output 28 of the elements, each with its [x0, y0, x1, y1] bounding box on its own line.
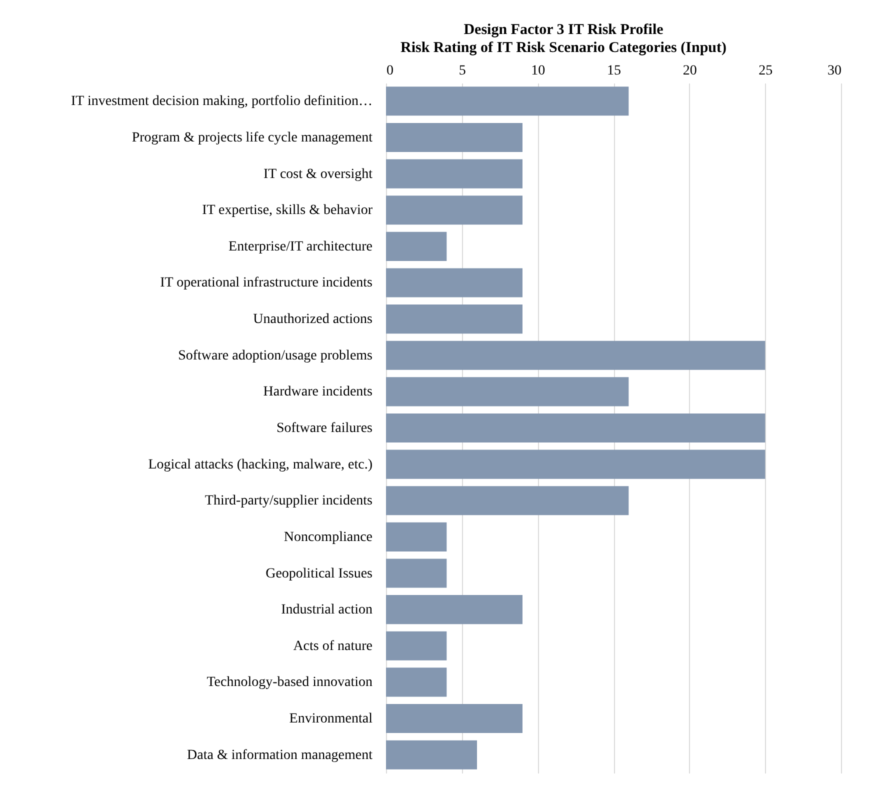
y-tick-label: Enterprise/IT architecture [228, 239, 372, 254]
y-tick-label: Logical attacks (hacking, malware, etc.) [148, 457, 373, 472]
y-tick-label: Technology-based innovation [206, 675, 372, 690]
x-tick-label: 30 [828, 64, 842, 78]
x-tick-label: 20 [682, 64, 697, 78]
y-tick-label: Noncompliance [284, 530, 372, 545]
y-tick-label: Geopolitical Issues [266, 566, 372, 582]
y-tick-label: Industrial action [281, 602, 372, 618]
y-tick-label: Software adoption/usage problems [178, 348, 372, 364]
x-tick-label: 0 [386, 64, 394, 78]
y-tick-label: Third-party/supplier incidents [204, 494, 372, 509]
y-tick-label: Software failures [276, 421, 372, 436]
y-tick-label: Hardware incidents [263, 384, 372, 400]
y-tick-label: IT operational infrastructure incidents [160, 276, 372, 291]
y-tick-label: IT investment decision making, portfolio definition… [71, 94, 372, 110]
y-tick-label: IT expertise, skills & behavior [202, 203, 373, 218]
y-tick-label: IT cost & oversight [263, 166, 373, 182]
chart-title: Design Factor 3 IT Risk Profile [464, 22, 664, 38]
x-tick-label: 15 [607, 64, 621, 78]
y-tick-label: Data & information management [187, 748, 373, 763]
chart-subtitle: Risk Rating of IT Risk Scenario Categories (Input) [400, 40, 726, 56]
x-tick-label: 25 [758, 64, 773, 78]
y-tick-label: Unauthorized actions [253, 312, 372, 328]
x-tick-label: 10 [531, 64, 546, 78]
y-tick-label: Environmental [289, 712, 373, 727]
y-tick-label: Acts of nature [293, 638, 372, 654]
y-tick-label: Program & projects life cycle management [132, 130, 373, 146]
x-tick-label: 5 [458, 64, 466, 78]
